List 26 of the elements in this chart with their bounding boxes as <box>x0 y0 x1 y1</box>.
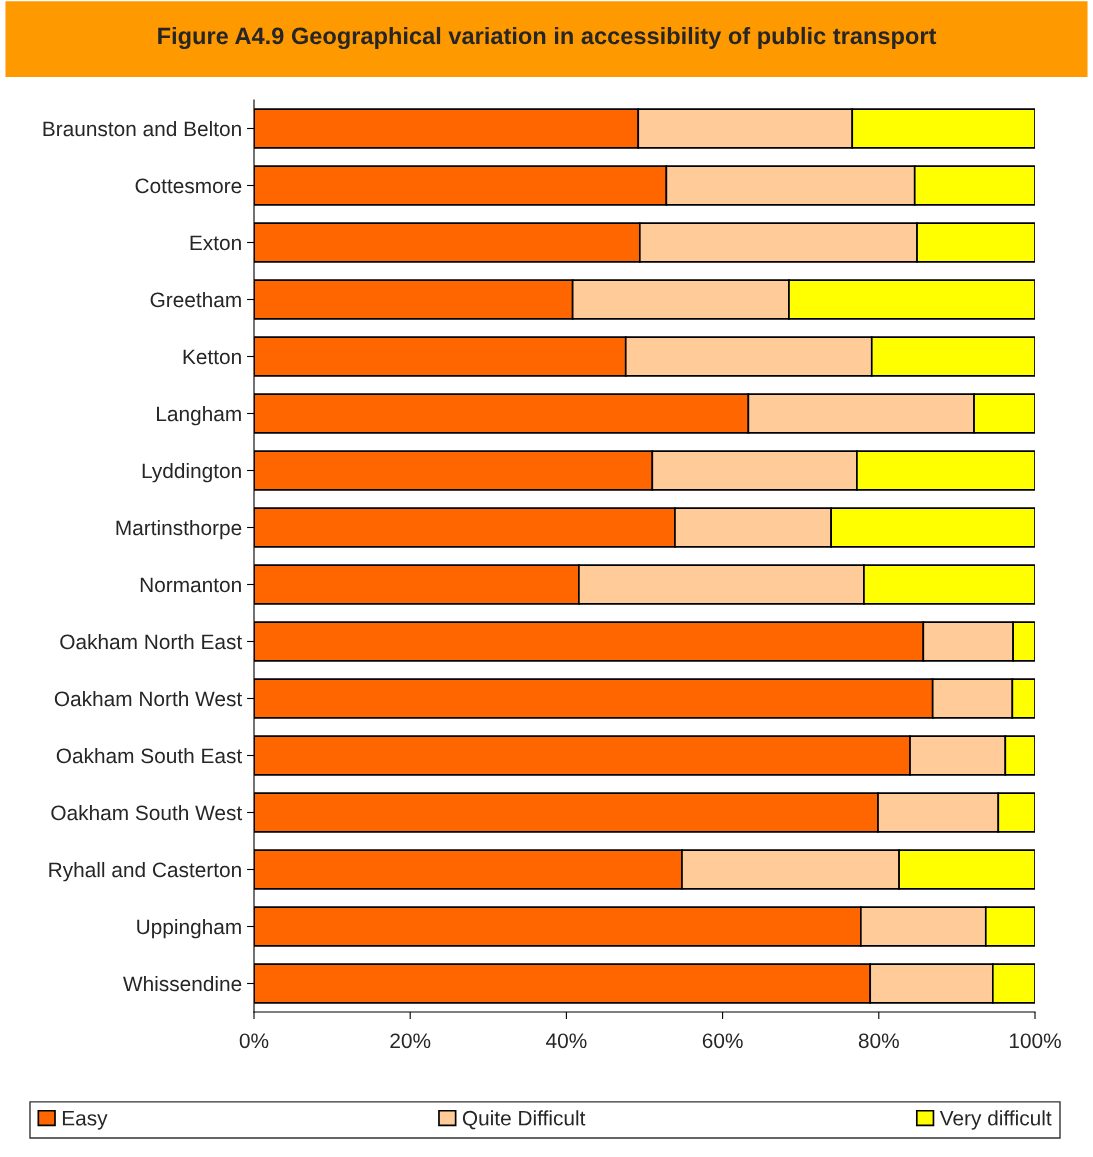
y-tick-label: Oakham North West <box>54 690 243 707</box>
y-tick-label: Lyddington <box>142 462 241 483</box>
legend-label: Very difficult <box>939 1110 1052 1130</box>
y-tick-label: Whissendine <box>123 975 242 992</box>
chart-title: Figure A4.9 Geographical variation in accessibility of public transport <box>158 26 937 50</box>
legend-label: Easy <box>62 1111 108 1130</box>
y-tick-label: Greetham <box>150 291 241 308</box>
y-tick-label: Oakham North East <box>60 633 243 650</box>
y-tick-label: Langham <box>157 405 241 426</box>
y-tick-label: Ryhall and Casterton <box>49 861 241 882</box>
y-tick-label: Exton <box>190 235 241 251</box>
x-tick-label: 100% <box>1009 1033 1061 1049</box>
x-tick-label: 0% <box>239 1033 269 1049</box>
legend-label: Quite Difficult <box>462 1110 586 1130</box>
x-tick-label: 80% <box>858 1033 899 1049</box>
x-tick-label: 40% <box>546 1033 587 1049</box>
y-tick-label: Braunston and Belton <box>43 120 241 137</box>
y-tick-label: Cottesmore <box>135 178 242 194</box>
y-tick-label: Ketton <box>183 349 241 365</box>
y-tick-label: Oakham South East <box>56 747 243 764</box>
y-tick-label: Uppingham <box>137 918 241 939</box>
y-tick-label: Martinsthorpe <box>116 519 242 540</box>
y-tick-label: Normanton <box>140 577 241 593</box>
y-tick-label: Oakham South West <box>51 804 243 821</box>
x-tick-label: 60% <box>702 1033 743 1049</box>
x-tick-label: 20% <box>390 1033 431 1049</box>
